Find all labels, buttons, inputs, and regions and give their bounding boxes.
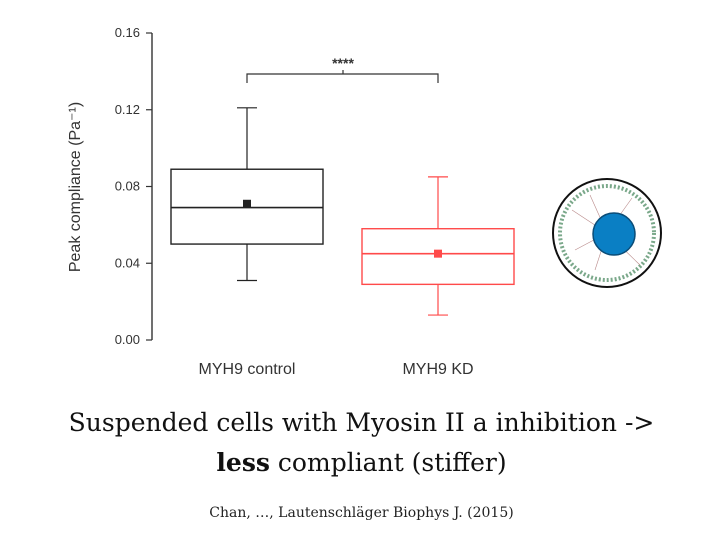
citation: Chan, …, Lautenschläger Biophys J. (2015… [209,505,514,521]
caption-line-2-rest: compliant (stiffer) [269,448,507,477]
y-tick-label: 0.12 [115,102,140,117]
cell-cortex [558,184,656,282]
cell-illustration [552,178,662,288]
significance-bracket: **** [246,55,439,83]
y-tick-label: 0.00 [115,332,140,347]
x-category-label: MYH9 control [199,361,296,378]
mean-marker [434,249,442,258]
significance-label: **** [332,55,354,71]
y-axis: 0.00 0.04 0.08 0.12 0.16 [115,25,153,347]
x-category-label: MYH9 KD [402,361,473,378]
box-plots [170,107,515,316]
mean-marker [243,199,251,208]
box-2 [361,176,515,316]
x-category-labels: MYH9 control MYH9 KD [199,361,474,378]
nucleus [592,212,636,256]
caption-line-1: Suspended cells with Myosin II a inhibit… [68,408,655,437]
y-tick-label: 0.16 [115,25,140,40]
y-axis-label: Peak compliance (Pa⁻¹) [67,102,84,272]
bracket-line [246,73,439,83]
compliance-chart: 0.00 0.04 0.08 0.12 0.16 Peak compliance (Pa… [67,25,662,378]
y-ticks: 0.00 0.04 0.08 0.12 0.16 [115,25,152,347]
y-tick-label: 0.08 [115,179,140,194]
caption-line-2: less compliant (stiffer) [0,448,723,477]
y-tick-label: 0.04 [115,255,140,270]
caption-emphasis: less [216,448,270,477]
box-1 [170,107,324,282]
